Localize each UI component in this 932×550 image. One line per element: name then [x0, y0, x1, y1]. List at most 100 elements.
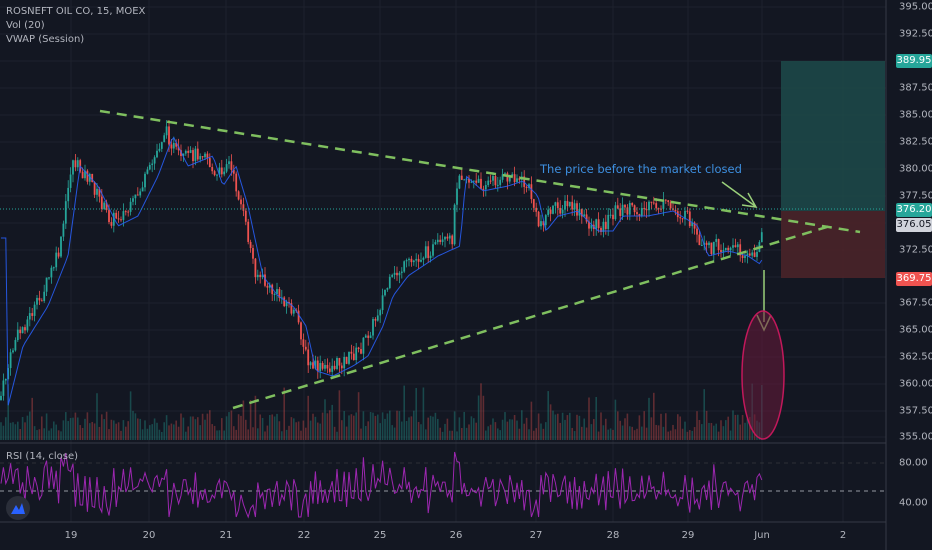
- volume-bar: [458, 417, 461, 440]
- candle-body: [645, 209, 648, 211]
- volume-bar: [65, 412, 67, 440]
- volume-bar: [360, 428, 362, 440]
- candle-body: [2, 380, 5, 396]
- volume-bar: [681, 428, 684, 440]
- candle-body: [168, 126, 170, 145]
- candle-body: [158, 148, 161, 151]
- volume-indicator-label[interactable]: Vol (20): [6, 20, 45, 31]
- candle-body: [141, 187, 144, 192]
- volume-bar: [50, 428, 53, 440]
- volume-bar: [501, 419, 504, 440]
- candle-body: [360, 349, 362, 354]
- candle-body: [175, 142, 178, 147]
- candle-body: [650, 201, 653, 203]
- candle-body: [72, 160, 74, 175]
- candle-body: [470, 181, 473, 183]
- price-axis-label: 372.50: [899, 244, 932, 256]
- volume-bar: [449, 430, 451, 440]
- candle-body: [43, 291, 46, 302]
- candle-body: [597, 219, 600, 229]
- candle-body: [412, 260, 415, 263]
- candle-body: [67, 187, 70, 202]
- volume-bar: [600, 412, 602, 440]
- candle-body: [516, 178, 518, 183]
- volume-bar: [384, 418, 386, 440]
- candle-body: [403, 261, 406, 272]
- candle-body: [364, 335, 367, 338]
- volume-bar: [43, 428, 45, 440]
- volume-bar: [307, 395, 309, 440]
- candle-body: [667, 200, 670, 203]
- candle-body: [604, 221, 607, 229]
- volume-bar: [89, 423, 91, 440]
- candle-body: [336, 357, 338, 369]
- volume-bar: [161, 431, 163, 440]
- volume-bar: [79, 425, 81, 440]
- candle-body: [264, 274, 266, 286]
- volume-bar: [149, 425, 151, 440]
- volume-bar: [559, 422, 561, 440]
- volume-bar: [715, 423, 717, 440]
- candle-body: [12, 350, 14, 353]
- volume-bar: [590, 424, 593, 440]
- candle-body: [232, 169, 235, 174]
- candle-body: [528, 184, 530, 188]
- volume-bar: [38, 429, 41, 440]
- candle-body: [458, 175, 461, 189]
- volume-bar: [266, 425, 269, 440]
- price-axis-label: 362.50: [899, 351, 932, 363]
- rsi-indicator-label[interactable]: RSI (14, close): [6, 451, 79, 462]
- candle-body: [429, 255, 432, 258]
- candle-body: [223, 171, 226, 175]
- candle-body: [674, 209, 677, 212]
- candle-body: [120, 219, 122, 221]
- candle-body: [112, 212, 115, 226]
- volume-bar: [9, 422, 12, 440]
- volume-bar: [569, 412, 571, 440]
- vwap-indicator-label[interactable]: VWAP (Session): [6, 34, 85, 45]
- candle-body: [664, 199, 667, 201]
- volume-bar: [101, 414, 103, 440]
- candle-body: [501, 174, 504, 180]
- volume-bar: [684, 421, 686, 440]
- candle-body: [144, 173, 146, 188]
- tradingview-logo-icon[interactable]: [6, 496, 30, 520]
- symbol-title[interactable]: ROSNEFT OIL CO, 15, MOEX: [6, 6, 146, 17]
- volume-bar: [45, 413, 48, 440]
- volume-bar: [465, 427, 468, 440]
- candle-body: [50, 267, 53, 278]
- volume-bar: [285, 429, 288, 440]
- volume-bar: [204, 419, 206, 440]
- volume-bar: [470, 416, 473, 440]
- candle-body: [734, 245, 737, 248]
- volume-bar: [667, 431, 669, 440]
- candle-body: [88, 173, 91, 182]
- volume-bar: [573, 431, 576, 440]
- candlesticks: [0, 120, 763, 401]
- volume-bar: [641, 426, 643, 440]
- rsi-line: [0, 451, 763, 519]
- volume-bar: [581, 426, 583, 440]
- volume-bar: [509, 419, 511, 440]
- candle-body: [588, 221, 590, 229]
- candle-body: [55, 252, 58, 268]
- candle-body: [561, 209, 564, 214]
- candle-body: [564, 200, 566, 210]
- candle-body: [367, 335, 370, 338]
- candle-body: [355, 347, 358, 361]
- candle-body: [480, 178, 482, 189]
- volume-bar: [633, 430, 636, 440]
- annotation-text[interactable]: The price before the market closed: [540, 162, 742, 176]
- volume-bar: [223, 430, 225, 440]
- candle-body: [98, 188, 101, 197]
- candle-body: [417, 258, 420, 262]
- candle-body: [525, 186, 528, 188]
- volume-bar: [607, 429, 609, 440]
- volume-bar: [698, 419, 701, 440]
- volume-bar: [230, 410, 233, 440]
- candle-body: [712, 241, 715, 254]
- candle-body: [638, 214, 641, 216]
- volume-bar: [631, 426, 633, 440]
- volume-bar: [228, 412, 230, 440]
